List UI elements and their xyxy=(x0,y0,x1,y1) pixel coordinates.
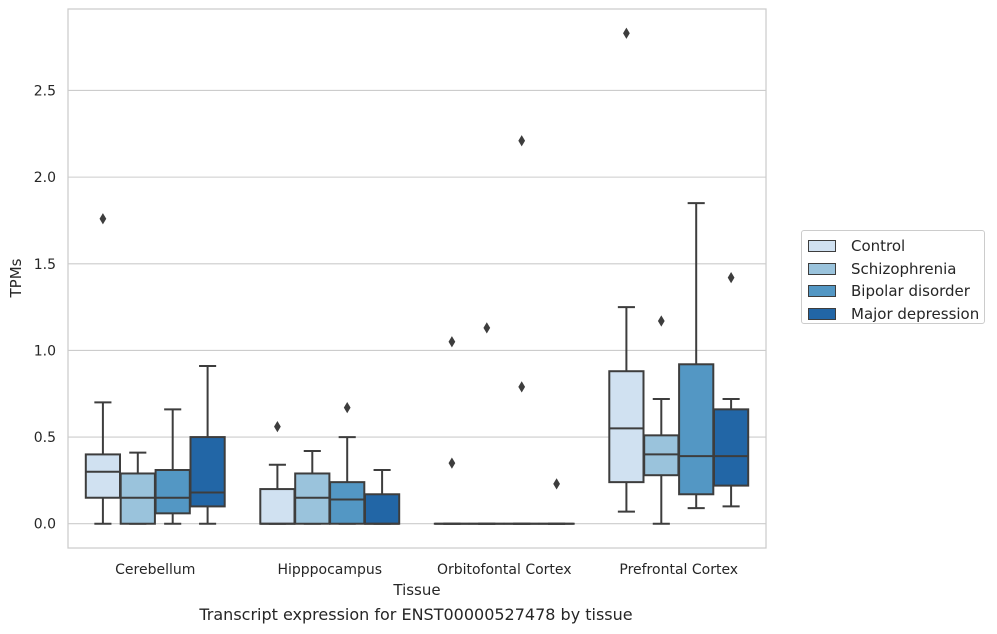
outlier-marker-0 xyxy=(518,381,526,393)
box-major-depression-3 xyxy=(712,272,750,508)
legend: Control Schizophrenia Bipolar disorder M… xyxy=(801,230,985,324)
y-gridlines xyxy=(68,89,766,525)
y-tick-label-0: 0.0 xyxy=(34,517,56,533)
legend-item-schizophrenia: Schizophrenia xyxy=(808,258,984,281)
box-bipolar-disorder-3 xyxy=(678,202,715,510)
outlier-marker-0 xyxy=(483,322,491,334)
y-tick-label-1: 0.5 xyxy=(34,430,56,446)
box-schizophrenia-1 xyxy=(294,449,331,525)
box-body xyxy=(154,469,191,515)
outlier-marker-0 xyxy=(99,213,107,225)
chart-caption: Transcript expression for ENST0000052747… xyxy=(199,605,633,624)
legend-swatch-schizophrenia xyxy=(808,262,836,275)
box-control-3 xyxy=(608,27,645,513)
outlier-marker-0 xyxy=(727,272,735,284)
legend-swatch-bipolar-disorder xyxy=(808,285,836,298)
box-body xyxy=(189,436,226,508)
legend-item-major-depression: Major depression xyxy=(808,303,984,326)
x-axis-label: Tissue xyxy=(392,581,440,599)
box-body xyxy=(712,408,750,487)
y-tick-label-2: 1.0 xyxy=(34,343,56,359)
y-tick-labels: 0.0 0.5 1.0 1.5 2.0 2.5 xyxy=(34,83,56,532)
box-body xyxy=(678,363,715,496)
box-major-depression-0 xyxy=(189,365,226,525)
legend-label-schizophrenia: Schizophrenia xyxy=(851,259,957,278)
outlier-marker-0 xyxy=(274,421,281,433)
y-axis-label: TPMs xyxy=(7,258,25,298)
outlier-marker-0 xyxy=(343,401,351,414)
outlier-marker-0 xyxy=(623,27,630,39)
legend-label-control: Control xyxy=(851,237,906,256)
outlier-marker-0 xyxy=(448,457,456,469)
box-series xyxy=(84,27,750,525)
x-tick-label-3: Prefrontal Cortex xyxy=(619,562,738,578)
legend-swatch-control xyxy=(808,240,836,253)
box-body xyxy=(84,453,122,499)
x-tick-label-1: Hipppocampus xyxy=(277,562,382,578)
box-control-2 xyxy=(433,336,471,525)
x-tick-labels: Cerebellum Hipppocampus Orbitofontal Corte… xyxy=(115,562,738,578)
box-schizophrenia-3 xyxy=(643,315,680,525)
legend-label-bipolar-disorder: Bipolar disorder xyxy=(851,282,970,301)
plot-frame xyxy=(67,8,767,549)
box-major-depression-1 xyxy=(363,469,401,525)
legend-swatch-major-depression xyxy=(808,307,836,320)
y-tick-label-4: 2.0 xyxy=(34,170,56,186)
box-body xyxy=(363,493,401,525)
box-major-depression-2 xyxy=(538,478,575,525)
box-body xyxy=(608,370,645,484)
box-body xyxy=(259,488,296,525)
outlier-marker-1 xyxy=(518,135,526,147)
outlier-marker-0 xyxy=(657,315,665,327)
box-control-0 xyxy=(84,213,122,525)
legend-item-control: Control xyxy=(808,235,984,258)
x-tick-label-0: Cerebellum xyxy=(115,562,195,578)
outlier-marker-0 xyxy=(553,478,560,490)
legend-item-bipolar-disorder: Bipolar disorder xyxy=(808,280,984,303)
x-tick-label-2: Orbitofontal Cortex xyxy=(437,562,572,578)
box-body xyxy=(329,481,366,525)
y-tick-label-5: 2.5 xyxy=(34,83,56,99)
y-tick-label-3: 1.5 xyxy=(34,257,56,273)
legend-label-major-depression: Major depression xyxy=(851,304,980,323)
outlier-marker-1 xyxy=(448,336,456,348)
